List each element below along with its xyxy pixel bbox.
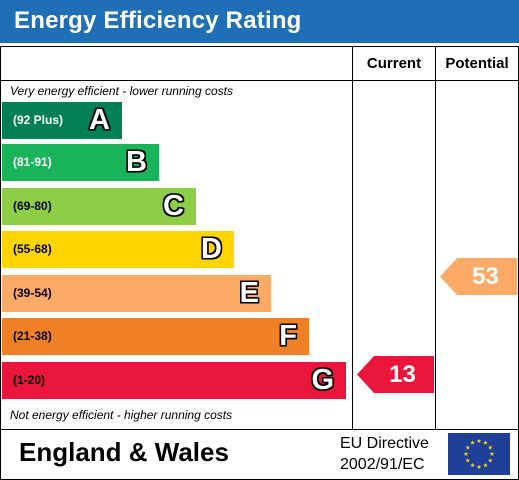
header-bar: Energy Efficiency Rating [0,0,519,43]
eu-star [465,458,471,463]
band-g: (1-20) G [2,362,346,399]
eu-star [465,445,471,450]
band-letter: F [279,320,297,352]
directive-line-1: EU Directive [340,435,429,452]
band-range: (21-38) [13,329,52,343]
potential-column-header: Potential [445,55,509,72]
rating-chart: Current Potential Very energy efficient … [0,46,519,430]
current-arrow-shape [357,356,434,393]
eu-star [483,462,488,468]
band-d: (55-68) D [2,231,234,268]
page-title: Energy Efficiency Rating [14,7,302,34]
band-range: (69-80) [13,199,52,213]
eu-star [487,458,493,463]
potential-rating-value: 53 [472,263,499,290]
band-e: (39-54) E [2,275,271,312]
band-range: (81-91) [13,155,52,169]
band-range: (1-20) [13,373,46,387]
footer: England & Wales EU Directive 2002/91/EC [0,429,519,480]
band-range: (39-54) [13,286,52,300]
eu-star [463,451,469,456]
band-c: (69-80) C [2,188,196,225]
inefficient-note: Not energy efficient - higher running co… [10,408,233,422]
current-rating-arrow: 13 [357,356,434,393]
band-letter: B [126,146,147,178]
current-rating-value: 13 [389,361,416,388]
column-divider-potential [435,47,436,429]
region-label: England & Wales [19,437,229,467]
eu-star [476,464,482,469]
directive-line-2: 2002/91/EC [340,456,425,473]
eu-star [483,440,488,445]
potential-rating-arrow: 53 [440,258,517,295]
eu-flag-icon [448,433,510,475]
band-letter: A [89,104,110,136]
potential-arrow-shape [440,258,517,295]
eu-star [489,451,495,456]
eu-star [470,462,475,468]
current-column-header: Current [366,55,422,72]
eu-directive: EU Directive 2002/91/EC [340,433,429,475]
eu-star [487,445,493,450]
band-range: (92 Plus) [13,113,64,127]
eu-star [470,440,475,445]
band-f: (21-38) F [2,318,309,355]
header-row-divider [1,80,518,81]
band-a: (92 Plus) A [2,102,122,139]
efficient-note: Very energy efficient - lower running co… [10,84,233,98]
eu-stars [463,438,495,469]
eu-star [476,438,482,443]
band-letter: E [239,277,259,309]
band-b: (81-91) B [2,144,159,181]
band-letter: D [201,233,222,265]
band-letter: G [311,364,334,396]
column-divider-current [352,47,353,429]
band-range: (55-68) [13,242,52,256]
band-letter: C [163,190,184,222]
